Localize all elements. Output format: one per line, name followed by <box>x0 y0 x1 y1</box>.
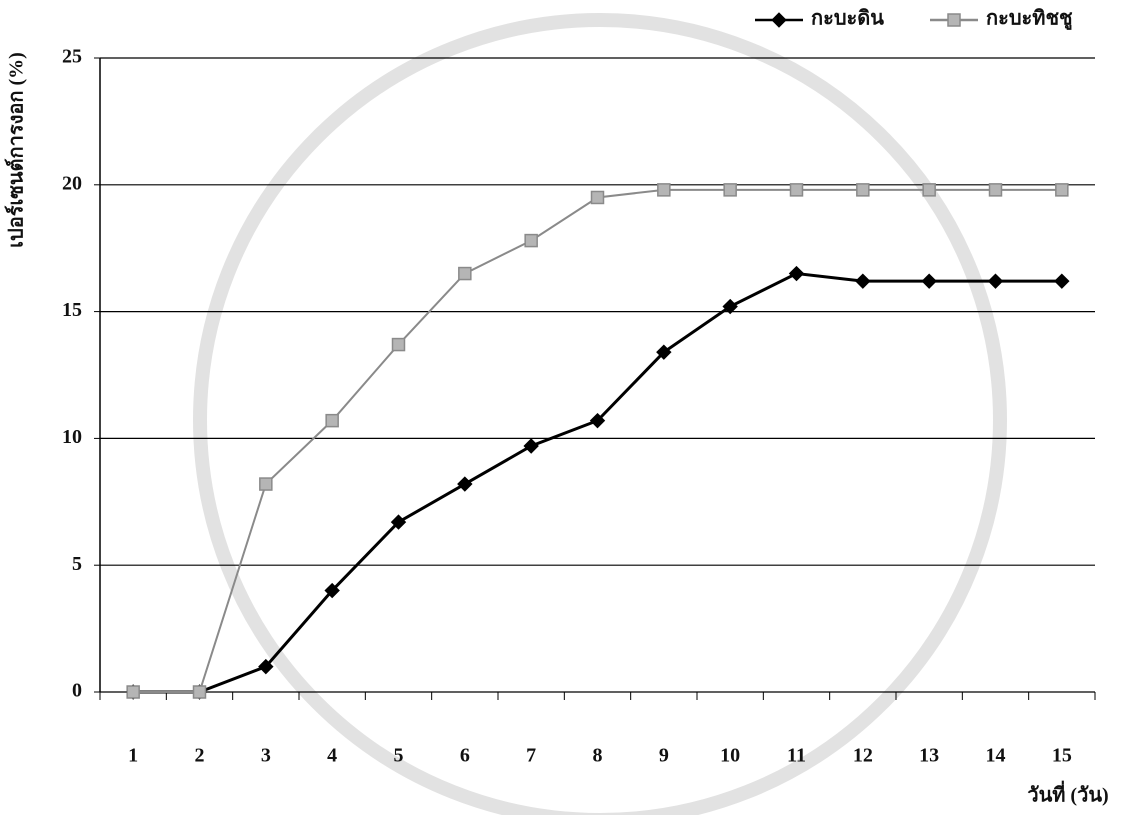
x-tick-label: 2 <box>195 745 205 767</box>
point-marker <box>1055 183 1069 197</box>
point-marker <box>722 298 738 315</box>
point-marker <box>788 265 805 282</box>
y-tick-label: 0 <box>72 680 82 702</box>
point-marker <box>589 412 606 429</box>
point-marker <box>922 183 936 197</box>
legend-marker <box>771 12 787 28</box>
point-marker <box>524 233 538 248</box>
point-marker <box>390 514 407 530</box>
point-marker <box>856 183 870 197</box>
point-marker <box>987 273 1004 289</box>
x-tick-label: 3 <box>261 745 271 767</box>
legend-label: กะบะทิชชู <box>986 8 1073 32</box>
y-tick-label: 10 <box>62 426 82 448</box>
watermark <box>193 13 1007 815</box>
point-marker <box>457 476 473 492</box>
legend-marker <box>947 13 961 27</box>
x-tick-label: 9 <box>659 745 669 767</box>
y-axis-label: เปอร์เซนต์การงอก (%) <box>5 52 28 248</box>
point-marker <box>259 477 273 491</box>
x-tick-label: 14 <box>986 745 1006 767</box>
y-tick-label: 15 <box>62 299 82 321</box>
x-tick-label: 1 <box>128 745 138 767</box>
point-marker <box>657 183 671 197</box>
point-marker <box>126 685 140 699</box>
series-line <box>133 188 1062 693</box>
x-tick-label: 10 <box>720 745 740 767</box>
x-tick-label: 7 <box>526 745 536 767</box>
point-marker <box>192 685 207 699</box>
x-axis-label: วันที่ (วัน) <box>1027 780 1108 807</box>
x-tick-label: 5 <box>394 745 404 767</box>
x-tick-label: 13 <box>919 745 939 767</box>
legend-label: กะบะดิน <box>811 8 884 30</box>
point-marker <box>723 183 737 197</box>
y-tick-label: 20 <box>62 172 82 194</box>
x-tick-label: 11 <box>787 745 806 767</box>
point-marker <box>921 273 937 289</box>
x-tick-label: 4 <box>327 745 337 767</box>
point-marker <box>325 413 339 428</box>
point-marker <box>988 183 1003 197</box>
point-marker <box>391 337 406 352</box>
y-tick-label: 5 <box>72 553 82 575</box>
point-marker <box>258 658 274 675</box>
x-tick-label: 8 <box>593 745 603 767</box>
point-marker <box>656 344 672 360</box>
point-marker <box>324 582 340 599</box>
point-marker <box>458 266 472 281</box>
point-marker <box>1054 273 1070 289</box>
point-marker <box>789 183 804 197</box>
point-marker <box>590 190 605 205</box>
point-marker <box>523 438 539 454</box>
point-marker <box>855 273 871 289</box>
x-tick-label: 6 <box>460 745 470 767</box>
x-tick-label: 15 <box>1052 745 1072 767</box>
x-tick-label: 12 <box>853 745 873 767</box>
y-tick-label: 25 <box>62 46 82 68</box>
